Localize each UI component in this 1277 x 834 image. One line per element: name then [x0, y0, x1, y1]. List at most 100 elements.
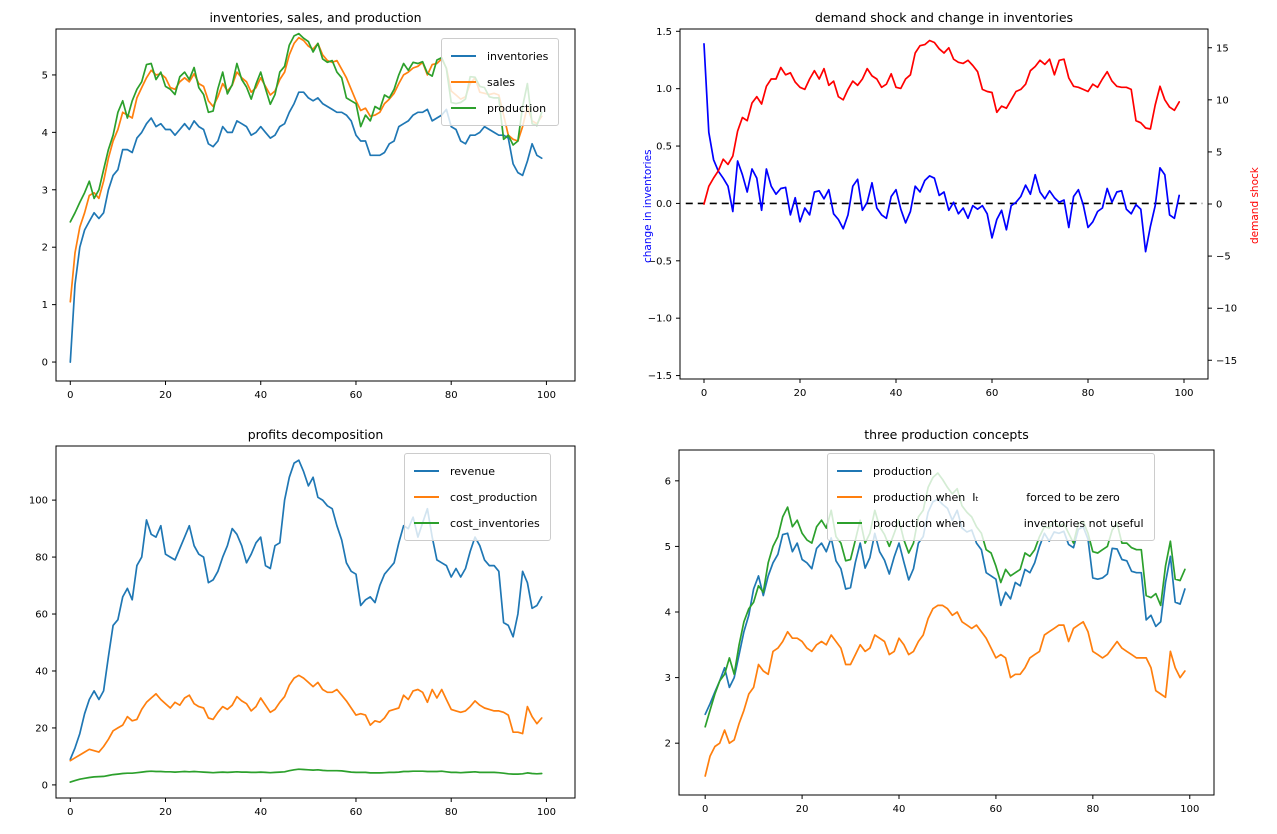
y-tick-label: 4 — [42, 128, 48, 139]
series-line-change-in-inventories — [703, 43, 1181, 253]
y-tick-label: 4 — [665, 608, 671, 619]
legend-line-cost-production — [414, 496, 439, 498]
legend-line-production-inventories-not-useful — [837, 522, 862, 524]
x-tick-label: 40 — [893, 804, 906, 815]
legend-item: inventories — [451, 43, 548, 69]
y-tick-label: 40 — [35, 666, 48, 677]
x-tick-label: 0 — [67, 390, 73, 401]
y-tick-label: 20 — [35, 723, 48, 734]
series-line-revenue — [69, 459, 543, 761]
y-tick-label: 1.5 — [656, 27, 672, 38]
y-tick-label-right: 0 — [1216, 200, 1222, 211]
chart-title-demand-shock: demand shock and change in inventories — [814, 10, 1074, 25]
y-tick-label: 2 — [42, 243, 48, 254]
legend-label: production — [873, 464, 933, 478]
y-tick-label: 1 — [42, 300, 48, 311]
x-tick-label: 0 — [702, 804, 708, 815]
x-tick-label: 80 — [1082, 388, 1095, 399]
series-line-demand-shock — [703, 39, 1181, 205]
x-tick-label: 20 — [159, 390, 172, 401]
x-tick-label: 60 — [990, 804, 1003, 815]
x-tick-label: 40 — [890, 388, 903, 399]
legend-item: production when Iₜ forced to be zero — [837, 484, 1144, 510]
legend-item: cost_production — [414, 484, 540, 510]
y-tick-label-right: 15 — [1216, 43, 1229, 54]
legend-item: production — [837, 458, 1144, 484]
legend-bottom-right-chart: production production when Iₜ forced to … — [827, 453, 1155, 541]
x-tick-label: 60 — [350, 390, 363, 401]
y-tick-label: 0.5 — [656, 142, 672, 153]
legend-label: production when inventories not useful — [873, 516, 1144, 530]
y-tick-label: 60 — [35, 610, 48, 621]
y-tick-label: −0.5 — [648, 256, 672, 267]
legend-line-production-forced-zero — [837, 496, 862, 498]
legend-line-inventories — [451, 55, 476, 57]
legend-top-left-chart: inventories sales production — [441, 38, 560, 126]
legend-item: revenue — [414, 458, 540, 484]
legend-item: cost_inventories — [414, 510, 540, 536]
legend-label: revenue — [450, 464, 496, 478]
y-tick-label-right: 10 — [1216, 95, 1229, 106]
legend-label: sales — [487, 75, 516, 89]
chart-title-inventories-sales-production: inventories, sales, and production — [209, 10, 422, 25]
x-tick-label: 20 — [794, 388, 807, 399]
series-line-cost-inventories — [69, 768, 543, 783]
x-tick-label: 100 — [537, 390, 556, 401]
y-tick-label: 1.0 — [656, 84, 672, 95]
y-tick-label: 5 — [665, 542, 671, 553]
x-tick-label: 20 — [796, 804, 809, 815]
x-tick-label: 80 — [445, 390, 458, 401]
y-tick-label: 0.0 — [656, 199, 672, 210]
y-tick-label: 100 — [29, 496, 48, 507]
legend-line-cost-inventories — [414, 522, 439, 524]
chart-title-three-production-concepts: three production concepts — [864, 427, 1029, 442]
x-tick-label: 80 — [445, 807, 458, 818]
y-tick-label: −1.5 — [648, 371, 672, 382]
y-tick-label: −1.0 — [648, 314, 672, 325]
x-tick-label: 40 — [254, 807, 267, 818]
x-tick-label: 100 — [1180, 804, 1199, 815]
legend-line-sales — [451, 81, 476, 83]
x-tick-label: 80 — [1086, 804, 1099, 815]
legend-line-production — [837, 470, 862, 472]
legend-bottom-left-chart: revenue cost_production cost_inventories — [404, 453, 551, 541]
y-axis-label-demand-shock: demand shock — [1249, 167, 1261, 244]
axes-frame — [55, 28, 576, 382]
chart-title-profits-decomposition: profits decomposition — [247, 427, 384, 442]
legend-item: production — [451, 95, 548, 121]
series-line-production-when-i-t-forced-to-be-zero — [704, 604, 1186, 777]
series-line-cost-production — [69, 674, 543, 762]
y-tick-label: 80 — [35, 553, 48, 564]
x-tick-label: 100 — [537, 807, 556, 818]
y-tick-label: 0 — [42, 780, 48, 791]
axes-frame — [678, 449, 1215, 796]
y-tick-label: 3 — [42, 185, 48, 196]
series-line-inventories — [69, 91, 543, 363]
x-tick-label: 0 — [701, 388, 707, 399]
x-tick-label: 40 — [254, 390, 267, 401]
y-tick-label: 6 — [665, 476, 671, 487]
x-tick-label: 0 — [67, 807, 73, 818]
y-tick-label-right: 5 — [1216, 147, 1222, 158]
y-axis-label-change-in-inventories: change in inventories — [642, 149, 654, 263]
x-tick-label: 100 — [1174, 388, 1193, 399]
y-tick-label: 5 — [42, 70, 48, 81]
legend-label: production when Iₜ forced to be zero — [873, 490, 1120, 504]
legend-label: production — [487, 101, 547, 115]
y-tick-label: 3 — [665, 673, 671, 684]
legend-item: sales — [451, 69, 548, 95]
axes-frame — [55, 445, 576, 799]
y-tick-label-right: −15 — [1216, 356, 1237, 367]
x-tick-label: 60 — [986, 388, 999, 399]
x-tick-label: 20 — [159, 807, 172, 818]
y-tick-label-right: −10 — [1216, 304, 1237, 315]
legend-item: production when inventories not useful — [837, 510, 1144, 536]
legend-line-revenue — [414, 470, 439, 472]
legend-label: inventories — [487, 49, 549, 63]
legend-line-production — [451, 107, 476, 109]
y-tick-label-right: −5 — [1216, 252, 1231, 263]
y-tick-label: 2 — [665, 739, 671, 750]
y-tick-label: 0 — [42, 358, 48, 369]
